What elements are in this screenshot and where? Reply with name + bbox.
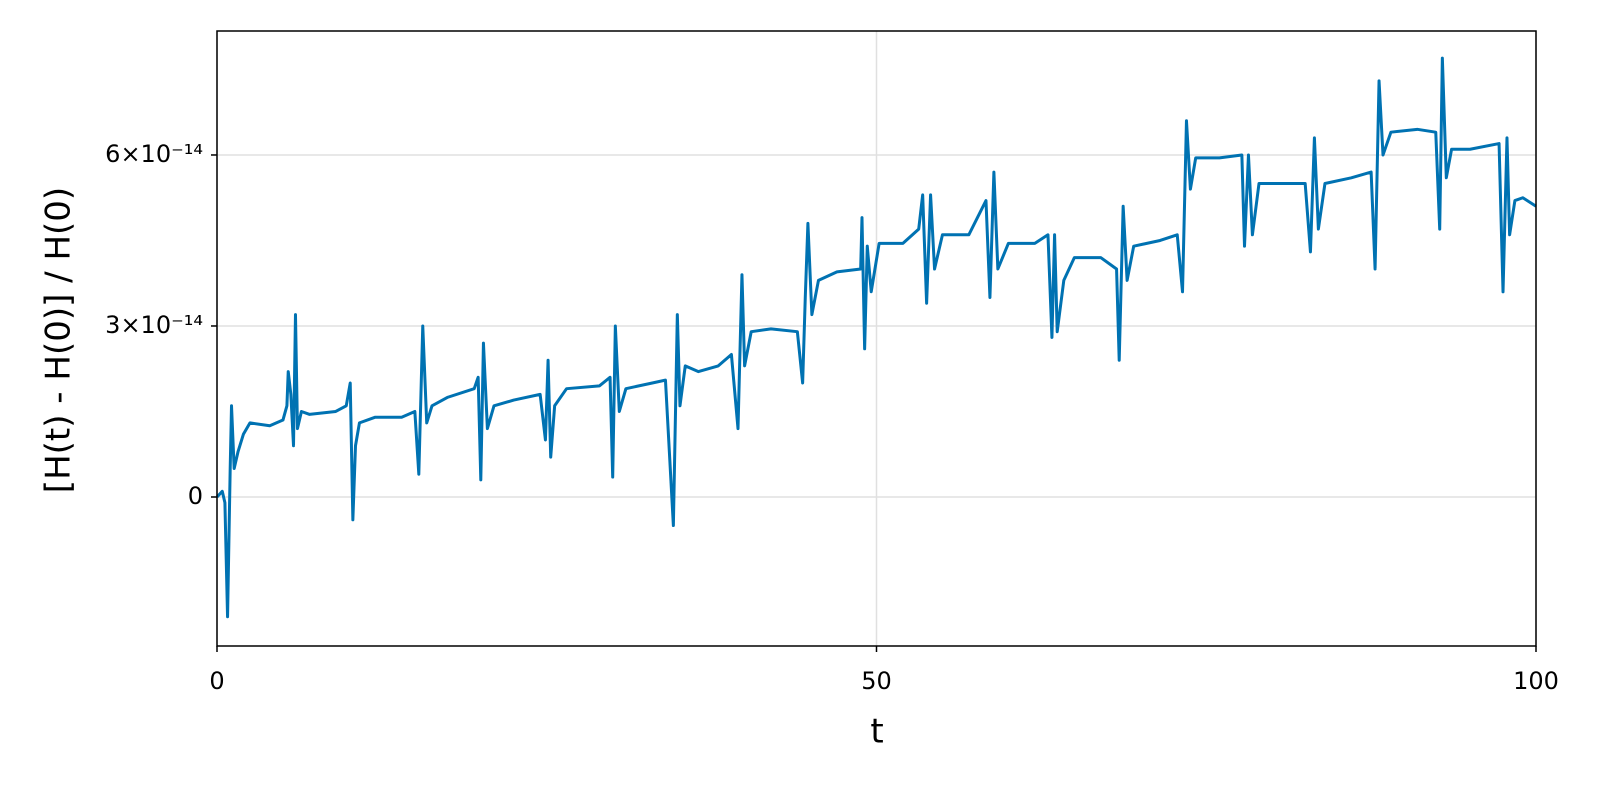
data-line: [215, 56, 1537, 619]
x-tick-label: 50: [861, 667, 892, 695]
y-tick-label: 3×10⁻¹⁴: [105, 311, 203, 339]
x-tick-label: 100: [1513, 667, 1559, 695]
y-tick-label: 6×10⁻¹⁴: [105, 140, 203, 168]
y-tick-label: 0: [188, 482, 203, 510]
x-tick-label: 0: [209, 667, 224, 695]
y-axis-label: [H(t) - H(0)] / H(0): [39, 187, 79, 493]
x-axis-label: t: [870, 712, 883, 752]
plot-frame: [216, 30, 1537, 647]
